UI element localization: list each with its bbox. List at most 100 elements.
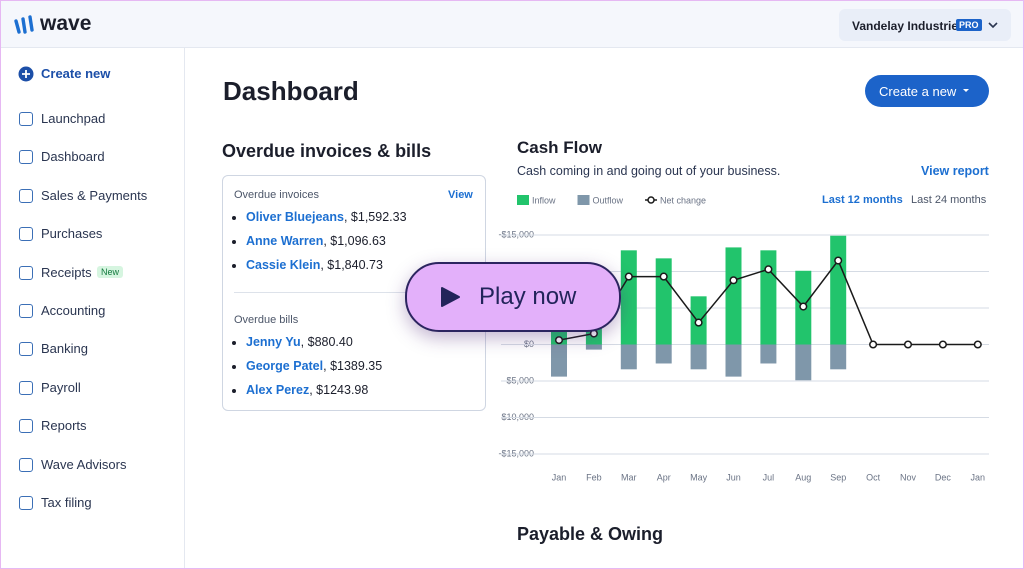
contact-link[interactable]: Alex Perez xyxy=(246,383,310,397)
nav-item[interactable]: Accounting xyxy=(41,303,106,318)
invoices-label: Overdue invoices xyxy=(234,189,319,201)
nav-icon xyxy=(19,457,33,472)
nav-icon xyxy=(19,227,33,242)
contact-link[interactable]: George Patel xyxy=(246,359,324,373)
logo: wave xyxy=(40,12,92,35)
logo-icon xyxy=(14,15,34,34)
nav-item[interactable]: Banking xyxy=(41,341,88,357)
legend-label: Inflow xyxy=(532,195,556,205)
net-point xyxy=(938,340,947,349)
nav-icon xyxy=(19,304,33,318)
net-point xyxy=(659,272,668,281)
amount: , $1,592.33 xyxy=(343,210,407,224)
list-item: Oliver Bluejeans, $1,592.33 xyxy=(246,205,407,229)
list-item: Jenny Yu, $880.40 xyxy=(246,330,382,354)
view-link[interactable]: View xyxy=(448,189,473,201)
bar xyxy=(830,235,847,345)
net-point xyxy=(869,340,878,349)
bar xyxy=(725,344,742,377)
legend-swatch xyxy=(517,195,529,205)
invoice-list: Oliver Bluejeans, $1,592.33Anne Warren, … xyxy=(234,205,407,277)
sidebar xyxy=(1,48,185,568)
list-item: Cassie Klein, $1,840.73 xyxy=(246,253,407,277)
nav-icon xyxy=(19,380,33,395)
divider xyxy=(234,292,482,293)
nav-icon xyxy=(19,112,33,126)
range-24[interactable]: Last 24 months xyxy=(911,194,987,206)
bar xyxy=(690,344,707,370)
bar xyxy=(760,250,777,345)
nav-item[interactable]: Purchases xyxy=(41,226,103,242)
x-tick-label: Mar xyxy=(621,472,637,482)
net-point xyxy=(694,318,703,327)
net-point xyxy=(764,265,773,274)
create-button[interactable] xyxy=(865,75,989,107)
list-item: George Patel, $1389.35 xyxy=(246,354,382,378)
nav-icon xyxy=(19,150,33,165)
x-tick-label: Jan xyxy=(552,472,567,482)
x-tick-label: Dec xyxy=(935,472,952,482)
y-tick-label: $5,000 xyxy=(506,375,534,385)
legend-label: Net change xyxy=(660,195,706,205)
play-label: Play now xyxy=(479,283,577,310)
net-point xyxy=(973,340,982,349)
nav-item[interactable]: Payroll xyxy=(41,379,81,395)
x-tick-label: Jul xyxy=(763,472,775,482)
business-switcher[interactable] xyxy=(839,9,1011,41)
x-tick-label: Nov xyxy=(900,472,917,482)
amount: , $1,840.73 xyxy=(320,258,383,272)
nav-item[interactable]: Tax filing xyxy=(41,495,92,510)
list-item: Anne Warren, $1,096.63 xyxy=(246,229,407,253)
chart-title: Cash Flow xyxy=(517,138,603,157)
contact-link[interactable]: Oliver Bluejeans xyxy=(246,210,344,224)
nav-item[interactable]: Receipts xyxy=(41,264,92,280)
bar xyxy=(551,344,567,377)
contact-link[interactable]: Jenny Yu xyxy=(246,335,301,349)
bills-label: Overdue bills xyxy=(234,314,299,326)
net-point xyxy=(903,340,913,349)
play-icon xyxy=(441,287,460,307)
nav-item[interactable]: Sales & Payments xyxy=(41,187,148,203)
net-point xyxy=(834,256,843,265)
nav-item[interactable]: Wave Advisors xyxy=(41,456,127,472)
legend-label: Outflow xyxy=(593,195,624,205)
nav-item[interactable]: Dashboard xyxy=(41,149,105,165)
business-name: Vandelay Industries xyxy=(852,19,965,33)
amount: , $1,096.63 xyxy=(323,234,386,248)
amount: , $1389.35 xyxy=(323,359,383,373)
x-tick-label: Apr xyxy=(657,472,671,482)
bar xyxy=(655,258,672,345)
create-icon xyxy=(18,66,34,82)
bar xyxy=(760,344,777,364)
net-point xyxy=(799,302,808,311)
legend-marker xyxy=(647,196,655,204)
chart-subtitle: Cash coming in and going out of your bus… xyxy=(517,164,781,178)
x-tick-label: Sep xyxy=(830,472,846,482)
contact-link[interactable]: Anne Warren xyxy=(246,234,324,248)
bar xyxy=(795,344,812,381)
play-button[interactable]: Play now xyxy=(405,262,621,332)
page-title: Dashboard xyxy=(223,76,359,106)
legend-swatch xyxy=(577,195,590,205)
net-point xyxy=(554,336,564,345)
caret xyxy=(963,89,969,92)
new-badge: New xyxy=(97,265,124,278)
bar xyxy=(620,250,637,345)
nav-icon xyxy=(19,188,33,203)
nav-item[interactable]: Reports xyxy=(41,418,87,434)
list-item: Alex Perez, $1243.98 xyxy=(246,378,382,402)
y-tick-label: -$15,000 xyxy=(498,448,534,458)
bar xyxy=(620,344,637,370)
nav-icon xyxy=(19,265,33,280)
amount: , $880.40 xyxy=(300,335,353,349)
view-report[interactable]: View report xyxy=(921,164,989,178)
x-tick-label: Jun xyxy=(726,472,741,482)
create-new[interactable]: Create new xyxy=(41,66,111,81)
bar xyxy=(585,344,602,350)
contact-link[interactable]: Cassie Klein xyxy=(246,258,321,272)
pro-badge: PRO xyxy=(956,19,982,31)
range-12[interactable]: Last 12 months xyxy=(822,194,903,206)
nav-item[interactable]: Launchpad xyxy=(41,111,106,126)
y-tick-label: -$15,000 xyxy=(498,229,534,239)
